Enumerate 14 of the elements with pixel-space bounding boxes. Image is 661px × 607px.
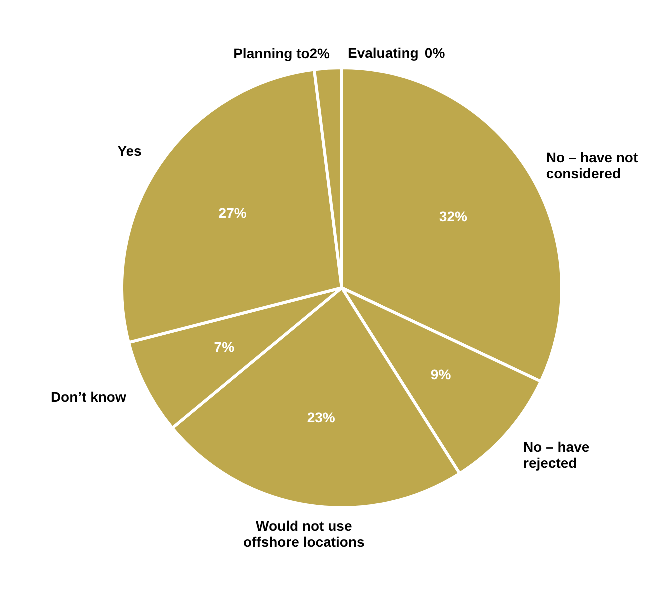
data-label: 27% (218, 204, 248, 221)
slice-label: No – have not considered (546, 149, 638, 182)
data-label: 9% (430, 366, 452, 382)
data-label: 2% (310, 45, 331, 62)
slice-label: Planning to (234, 45, 310, 62)
data-label: 23% (307, 409, 336, 426)
data-label: 32% (439, 208, 468, 224)
slice-label: Would not use offshore locations (243, 518, 366, 550)
slice-label: Don’t know (50, 388, 126, 405)
slice-label: No – have rejected (524, 439, 590, 472)
data-label: 7% (214, 338, 236, 355)
category-label: Evaluating (348, 45, 419, 61)
slice-label: Yes (118, 142, 142, 159)
text: 0% (424, 45, 446, 61)
